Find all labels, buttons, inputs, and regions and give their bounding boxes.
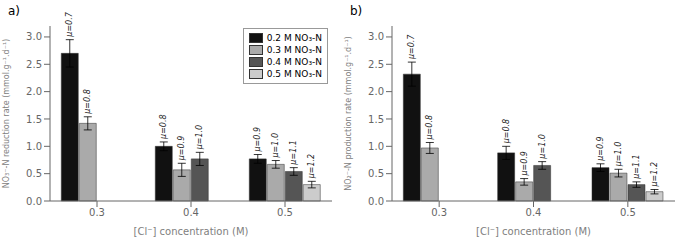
svg-text:2.5: 2.5: [368, 59, 384, 70]
svg-text:[Cl⁻] concentration (M): [Cl⁻] concentration (M): [134, 226, 249, 237]
svg-text:0.4: 0.4: [526, 207, 542, 218]
html-text:0.4 M NO₃-N: 0.4 M NO₃-N: [266, 57, 322, 67]
svg-text:1.0: 1.0: [368, 141, 384, 152]
svg-text:0.3: 0.3: [431, 207, 447, 218]
svg-text:2.0: 2.0: [26, 86, 42, 97]
svg-text:μ=1.0: μ=1.0: [271, 133, 280, 159]
html-text:0.2 M NO₃-N: 0.2 M NO₃-N: [266, 33, 322, 43]
svg-text:NO₃⁻-N reduction rate (mmol.g⁻: NO₃⁻-N reduction rate (mmol.g⁻¹.d⁻¹): [2, 39, 11, 188]
svg-text:2.0: 2.0: [368, 86, 384, 97]
svg-text:μ=0.9: μ=0.9: [253, 127, 262, 153]
svg-text:μ=1.0: μ=1.0: [195, 125, 204, 151]
svg-text:3.0: 3.0: [26, 31, 42, 42]
html-text:b): b): [350, 4, 363, 18]
svg-text:1.0: 1.0: [26, 141, 42, 152]
svg-text:[Cl⁻] concentration (M): [Cl⁻] concentration (M): [476, 226, 591, 237]
svg-text:μ=0.8: μ=0.8: [159, 114, 168, 140]
svg-text:μ=0.7: μ=0.7: [65, 11, 74, 37]
svg-text:μ=1.1: μ=1.1: [289, 140, 298, 166]
svg-text:0.4: 0.4: [183, 207, 199, 218]
svg-text:0.5: 0.5: [620, 207, 636, 218]
svg-text:μ=1.2: μ=1.2: [650, 162, 659, 188]
svg-text:μ=0.7: μ=0.7: [407, 34, 416, 60]
svg-text:μ=0.8: μ=0.8: [425, 115, 434, 141]
svg-text:1.5: 1.5: [368, 114, 384, 125]
html-text:0.3 M NO₃-N: 0.3 M NO₃-N: [266, 45, 322, 55]
svg-text:μ=1.0: μ=1.0: [538, 134, 547, 160]
svg-text:0.0: 0.0: [368, 196, 384, 207]
svg-text:3.0: 3.0: [368, 31, 384, 42]
html-text:0.5 M NO₃-N: 0.5 M NO₃-N: [266, 69, 322, 79]
html-text:a): a): [8, 4, 20, 18]
svg-text:μ=1.0: μ=1.0: [614, 142, 623, 168]
svg-text:0.3: 0.3: [89, 207, 105, 218]
svg-text:0.5: 0.5: [277, 207, 293, 218]
svg-text:μ=1.1: μ=1.1: [632, 154, 641, 180]
svg-text:2.5: 2.5: [26, 59, 42, 70]
svg-text:μ=0.9: μ=0.9: [596, 136, 605, 162]
svg-text:0.5: 0.5: [368, 168, 384, 179]
svg-text:μ=0.8: μ=0.8: [83, 89, 92, 115]
svg-text:1.5: 1.5: [26, 114, 42, 125]
svg-text:0.0: 0.0: [26, 196, 42, 207]
svg-text:μ=0.9: μ=0.9: [177, 136, 186, 162]
svg-text:0.5: 0.5: [26, 168, 42, 179]
svg-text:μ=0.8: μ=0.8: [502, 119, 511, 145]
svg-text:μ=1.2: μ=1.2: [307, 154, 316, 180]
svg-text:μ=0.9: μ=0.9: [520, 151, 529, 177]
svg-text:NO₂⁻-N production rate (mmol.g: NO₂⁻-N production rate (mmol.g⁻¹.d⁻¹): [344, 36, 353, 190]
